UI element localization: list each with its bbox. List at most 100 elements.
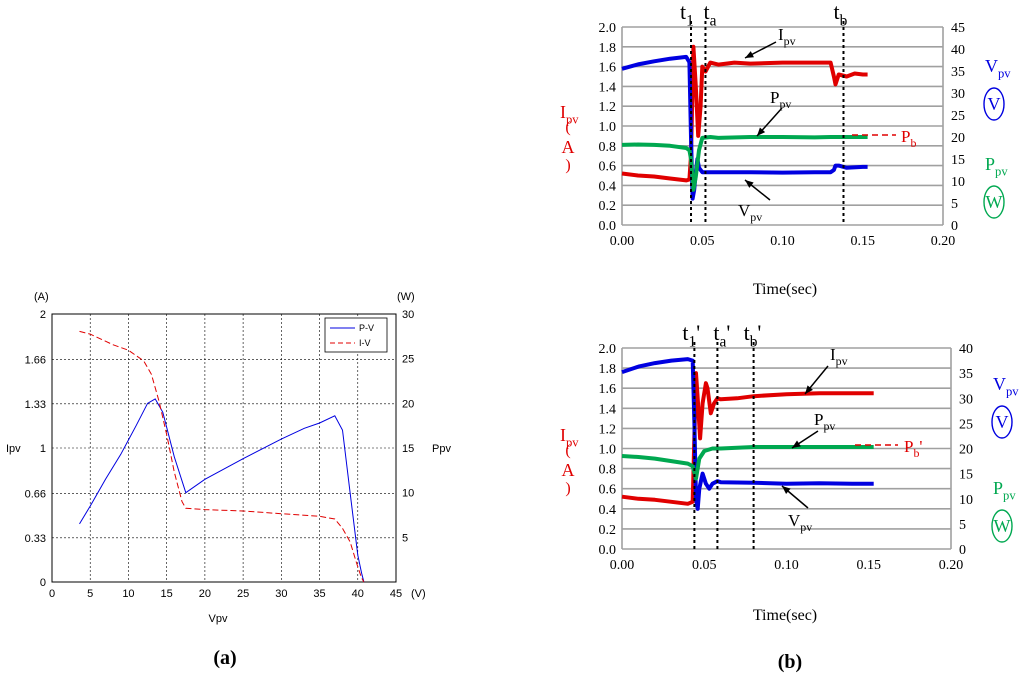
b1-x-tick: 0.00 — [610, 234, 635, 249]
chart-a-y-right-tick: 5 — [402, 532, 408, 544]
b2-y-right-tick: 20 — [959, 443, 973, 458]
b1-annotation-label: Ppv — [770, 88, 791, 111]
b1-y-left-tick: 0.2 — [599, 199, 617, 214]
chart-b2-grid — [621, 347, 952, 550]
b2-right-axis-unit: V — [996, 412, 1009, 432]
chart-a-left-unit: (A) — [34, 291, 49, 303]
chart-a-x-tick: 5 — [87, 588, 93, 600]
chart-a-x-tick: 15 — [161, 588, 173, 600]
chart-b2-series — [621, 357, 874, 511]
b1-annotation-label: Ipv — [778, 25, 796, 48]
chart-a-ticks: 0 5 10 15 20 25 30 35 40 4500.330.6611.331.662510… — [25, 309, 415, 600]
b1-y-left-tick: 1.0 — [599, 120, 617, 135]
b1-y-right-tick: 20 — [951, 131, 965, 146]
b2-y-right-tick: 40 — [959, 342, 973, 357]
b2-y-left-tick: 0.8 — [599, 463, 617, 478]
chart-a-x-tick: 10 — [122, 588, 134, 600]
b2-right-axis-label: Ppv — [993, 478, 1016, 502]
chart-a-y-right-tick: 25 — [402, 354, 414, 366]
chart-a-grid — [52, 314, 396, 582]
b2-x-tick: 0.20 — [939, 558, 964, 573]
b2-y-right-tick: 5 — [959, 518, 966, 533]
legend-label-pv: P-V — [359, 323, 374, 333]
b1-right-axis-unit: V — [988, 94, 1001, 114]
chart-a-legend: P-V I-V — [324, 317, 388, 353]
chart-b2-marker-lines — [693, 342, 755, 549]
b2-annotation-label: Ppv — [814, 410, 835, 433]
b2-y-left-tick: 0.4 — [599, 503, 617, 518]
b2-series-ipv — [621, 371, 874, 506]
b2-y-left-tick: 1.0 — [599, 443, 617, 458]
b2-left-axis-unit: A — [562, 460, 575, 480]
b1-y-left-tick: 0.8 — [599, 140, 617, 155]
chart-a-y-right-label: Ppv — [432, 443, 451, 455]
chart-a-y-left-tick: 1.66 — [25, 355, 46, 367]
chart-a-y-right-tick: 10 — [402, 488, 414, 500]
chart-b1-series — [621, 44, 868, 201]
b1-x-tick: 0.10 — [770, 234, 795, 249]
b1-y-right-tick: 25 — [951, 109, 965, 124]
b1-annotation-label: Vpv — [738, 201, 762, 224]
chart-a-y-left-tick: 2 — [40, 309, 46, 321]
b2-right-axis-paren — [991, 405, 1013, 439]
b1-annotation-arrowhead — [757, 127, 766, 136]
b1-y-left-tick: 1.4 — [599, 80, 617, 95]
b2-marker-label: ta' — [713, 320, 730, 351]
b2-right-axis-paren — [991, 509, 1013, 543]
b1-y-left-tick: 1.2 — [599, 100, 617, 115]
chart-a-pv-iv-curve: 0 5 10 15 20 25 30 35 40 4500.330.6611.331.662510… — [6, 291, 451, 625]
b2-annotation-label: Pb' — [904, 437, 923, 460]
b2-y-left-tick: 2.0 — [599, 342, 617, 357]
b1-y-right-tick: 30 — [951, 87, 965, 102]
b2-left-paren-open: ( — [565, 442, 570, 459]
chart-a-y-left-tick: 1.33 — [25, 399, 46, 411]
b2-y-right-tick: 30 — [959, 392, 973, 407]
b1-y-left-tick: 2.0 — [599, 21, 617, 36]
chart-b2-x-label: Time(sec) — [753, 607, 817, 624]
chart-b1-ticks: 0.0 0.2 0.4 0.6 0.8 1.0 1.2 1.4 1.6 1.8 2.0 0 5 10 15 2… — [599, 21, 966, 249]
b2-y-left-tick: 1.2 — [599, 422, 617, 437]
b1-left-axis-label: Ipv — [560, 102, 579, 126]
b1-right-axis-paren — [983, 185, 1005, 219]
b2-series-ppv — [621, 445, 874, 481]
b1-y-right-tick: 10 — [951, 175, 965, 190]
b1-annotation-arrowhead — [745, 180, 754, 188]
b1-y-left-tick: 0.6 — [599, 160, 617, 175]
b1-x-tick: 0.05 — [690, 234, 715, 249]
b1-y-left-tick: 1.8 — [599, 41, 617, 56]
b2-annotation-label: Ipv — [830, 345, 848, 368]
chart-a-x-tick: 45 — [390, 588, 402, 600]
b1-y-right-tick: 45 — [951, 21, 965, 36]
b2-annotation-arrowhead — [805, 385, 813, 394]
chart-b1-grid — [621, 26, 944, 226]
b2-y-right-tick: 15 — [959, 468, 973, 483]
chart-a-y-right-tick: 15 — [402, 443, 414, 455]
b2-y-left-tick: 0.2 — [599, 523, 617, 538]
b2-right-axis-label: Vpv — [993, 374, 1019, 398]
chart-a-x-tick: 30 — [275, 588, 287, 600]
b1-annotation-arrowhead — [745, 51, 754, 58]
chart-b2-ticks: 0.0 0.2 0.4 0.6 0.8 1.0 1.2 1.4 1.6 1.8 2.0 0 5 10 15 2… — [599, 342, 974, 573]
chart-a-y-left-tick: 0.66 — [25, 489, 46, 501]
b1-y-left-tick: 0.4 — [599, 179, 617, 194]
chart-a-y-left-tick: 0.33 — [25, 533, 46, 545]
b2-marker-label: tb' — [744, 320, 762, 351]
chart-a-y-right-tick: 20 — [402, 398, 414, 410]
b2-y-right-tick: 0 — [959, 543, 966, 558]
chart-a-series-p-v — [79, 398, 365, 583]
b2-y-left-tick: 1.6 — [599, 382, 617, 397]
b1-y-right-tick: 35 — [951, 65, 965, 80]
chart-a-series — [79, 330, 365, 583]
chart-a-x-tick: 0 — [49, 588, 55, 600]
caption-b: (b) — [778, 651, 802, 673]
b2-x-tick: 0.10 — [774, 558, 799, 573]
b2-x-tick: 0.15 — [857, 558, 882, 573]
chart-a-series-i-v — [79, 330, 365, 583]
b2-y-left-tick: 1.8 — [599, 362, 617, 377]
chart-a-x-tick: 25 — [237, 588, 249, 600]
b1-series-ipv — [621, 44, 868, 183]
chart-a-x-tick: 35 — [313, 588, 325, 600]
